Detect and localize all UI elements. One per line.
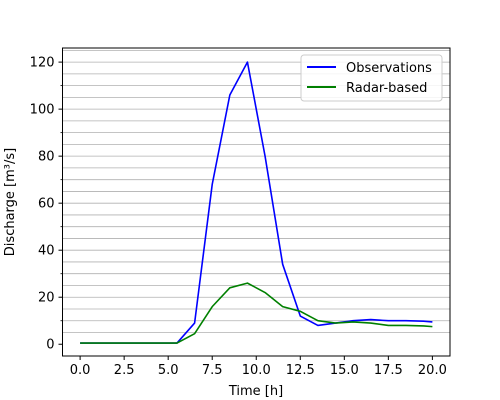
legend-label-radar-based: Radar-based <box>346 81 427 96</box>
x-tick-label: 20.0 <box>418 363 447 378</box>
y-tick-label: 20 <box>38 291 55 306</box>
x-tick-label: 12.5 <box>286 363 315 378</box>
series-line-observations <box>80 61 433 344</box>
series-layer <box>80 61 433 344</box>
x-tick-label: 0.0 <box>70 363 91 378</box>
y-tick-label: 120 <box>30 56 55 71</box>
tick-layer: 0.0 2.5 5.0 7.5 10.0 12.5 15.0 17.5 20.0 0 20 40 60 8… <box>30 56 447 378</box>
x-tick-label: 15.0 <box>330 363 359 378</box>
x-axis-label: Time [h] <box>228 384 283 399</box>
x-tick-label: 17.5 <box>374 363 403 378</box>
x-tick-label: 5.0 <box>158 363 179 378</box>
y-tick-label: 40 <box>38 244 55 259</box>
y-tick-label: 60 <box>38 197 55 212</box>
legend-label-observations: Observations <box>346 61 432 76</box>
legend: Observations Radar-based <box>300 54 443 102</box>
x-tick-label: 7.5 <box>202 363 223 378</box>
legend-box <box>300 54 443 102</box>
x-tick-label: 2.5 <box>114 363 135 378</box>
y-tick-label: 100 <box>30 103 55 118</box>
y-axis-label: Discharge [m³/s] <box>3 148 18 256</box>
y-tick-label: 80 <box>38 150 55 165</box>
series-line-radar-based <box>80 282 433 344</box>
x-tick-label: 10.0 <box>242 363 271 378</box>
y-tick-label: 0 <box>46 338 54 353</box>
